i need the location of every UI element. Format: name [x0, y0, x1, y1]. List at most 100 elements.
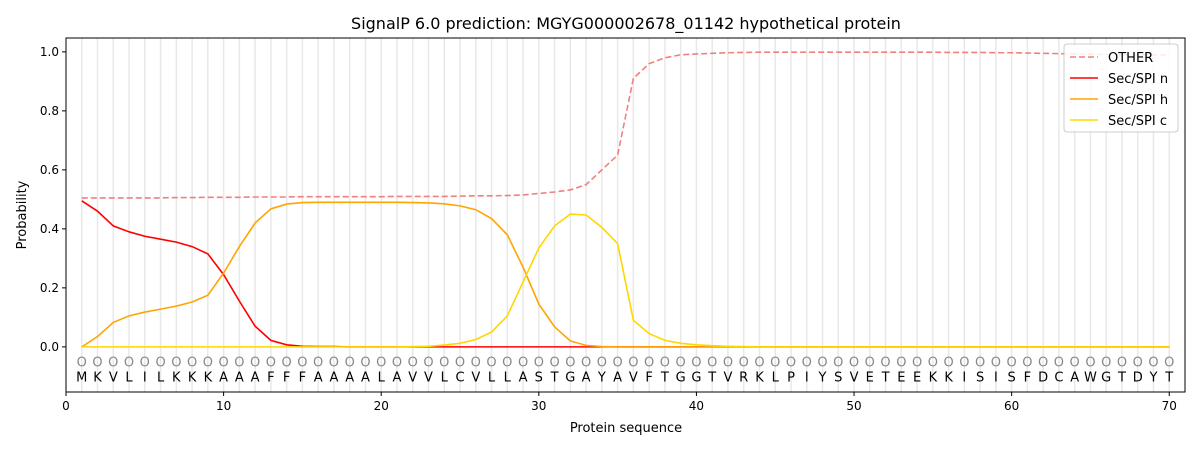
residue-marker: O — [218, 356, 228, 371]
x-tick-label: 70 — [1162, 399, 1177, 413]
axis-ticks: 0 10 20 30 40 50 60 70 0.0 0.2 0.4 0.6 0.8 1.0 — [40, 45, 1177, 413]
residue-marker: O — [865, 356, 875, 371]
residue-marker: O — [928, 356, 938, 371]
residue-marker: O — [613, 356, 623, 371]
residue-marker: O — [896, 356, 906, 371]
residue-marker: O — [392, 356, 402, 371]
residue-marker: O — [502, 356, 512, 371]
residue-marker: O — [187, 356, 197, 371]
residue-marker: O — [802, 356, 812, 371]
residue-marker: O — [754, 356, 764, 371]
residue-marker: O — [1101, 356, 1111, 371]
residue-marker: O — [660, 356, 670, 371]
residue-marker: O — [770, 356, 780, 371]
residue-marker: O — [471, 356, 481, 371]
y-tick-label: 0.8 — [40, 104, 59, 118]
residue-marker: O — [108, 356, 118, 371]
residue-marker: O — [723, 356, 733, 371]
residue-marker: O — [565, 356, 575, 371]
series-lines — [81, 51, 1170, 348]
residue-marker: O — [408, 356, 418, 371]
residue-marker: O — [880, 356, 890, 371]
residue-marker: O — [943, 356, 953, 371]
grid-lines — [81, 38, 1170, 392]
x-axis-label: Protein sequence — [570, 421, 682, 436]
residue-marker: O — [691, 356, 701, 371]
residue-marker: O — [817, 356, 827, 371]
residue-marker: O — [833, 356, 843, 371]
residue-marker: O — [155, 356, 165, 371]
residue-marker: O — [581, 356, 591, 371]
residue-marker: O — [707, 356, 717, 371]
x-tick-label: 40 — [689, 399, 704, 413]
series-line-sec-spi-c — [81, 213, 1170, 348]
residue-marker: O — [1133, 356, 1143, 371]
residue-marker: O — [77, 356, 87, 371]
series-line-sec-spi-h — [81, 201, 1170, 348]
residue-marker: O — [849, 356, 859, 371]
residue-marker: O — [534, 356, 544, 371]
residue-marker: O — [1070, 356, 1080, 371]
x-tick-label: 30 — [531, 399, 546, 413]
residue-marker: O — [345, 356, 355, 371]
residue-marker: O — [518, 356, 528, 371]
residue-marker: O — [140, 356, 150, 371]
residue-marker: O — [1085, 356, 1095, 371]
residue-marker: O — [124, 356, 134, 371]
y-tick-label: 0.6 — [40, 163, 59, 177]
residue-marker: O — [266, 356, 276, 371]
y-tick-label: 1.0 — [40, 45, 59, 59]
plot-frame — [65, 37, 1186, 393]
residue-marker: O — [1038, 356, 1048, 371]
residue-marker: O — [1164, 356, 1174, 371]
series-line-sec-spi-n — [81, 200, 1170, 348]
residue-marker: O — [313, 356, 323, 371]
x-tick-label: 50 — [846, 399, 861, 413]
x-tick-label: 20 — [374, 399, 389, 413]
residue-marker: O — [549, 356, 559, 371]
residue-marker: O — [676, 356, 686, 371]
x-tick-label: 10 — [216, 399, 231, 413]
residue-marker: O — [959, 356, 969, 371]
residue-marker: O — [597, 356, 607, 371]
residue-marker: O — [486, 356, 496, 371]
residue-marker: O — [644, 356, 654, 371]
y-tick-label: 0.0 — [40, 340, 59, 354]
residue-marker: O — [1117, 356, 1127, 371]
legend-label: Sec/SPI c — [1108, 114, 1167, 129]
legend: OTHER Sec/SPI n Sec/SPI h Sec/SPI c — [1063, 43, 1179, 133]
y-tick-label: 0.2 — [40, 281, 59, 295]
residue-marker: O — [282, 356, 292, 371]
residue-marker: O — [439, 356, 449, 371]
legend-label: OTHER — [1108, 51, 1153, 66]
residue-marker: O — [975, 356, 985, 371]
residue-marker: O — [786, 356, 796, 371]
legend-label: Sec/SPI n — [1108, 72, 1168, 87]
x-tick-label: 60 — [1004, 399, 1019, 413]
residue-marker: O — [360, 356, 370, 371]
residue-marker: O — [1148, 356, 1158, 371]
residue-marker: O — [329, 356, 339, 371]
x-tick-label: 0 — [62, 399, 70, 413]
protein-sequence: MKVLILKKKAAAFFFAAAALAVVLCVLLASTGAYAVFTGG… — [76, 370, 1173, 385]
y-axis-label: Probability — [15, 180, 30, 249]
residue-marker: O — [250, 356, 260, 371]
legend-label: Sec/SPI h — [1108, 93, 1168, 108]
residue-marker: O — [234, 356, 244, 371]
legend-box — [1063, 43, 1179, 133]
residue-marker: O — [171, 356, 181, 371]
residue-marker: O — [92, 356, 102, 371]
residue-marker: O — [628, 356, 638, 371]
y-tick-label: 0.4 — [40, 222, 59, 236]
residue-marker: O — [1022, 356, 1032, 371]
residue-marker: O — [376, 356, 386, 371]
series-line-other — [81, 51, 1170, 199]
residue-marker: O — [739, 356, 749, 371]
residue-marker: O — [912, 356, 922, 371]
residue-marker: O — [297, 356, 307, 371]
residue-marker: O — [991, 356, 1001, 371]
residue-marker: O — [203, 356, 213, 371]
chart-title: SignalP 6.0 prediction: MGYG000002678_01… — [351, 14, 901, 34]
